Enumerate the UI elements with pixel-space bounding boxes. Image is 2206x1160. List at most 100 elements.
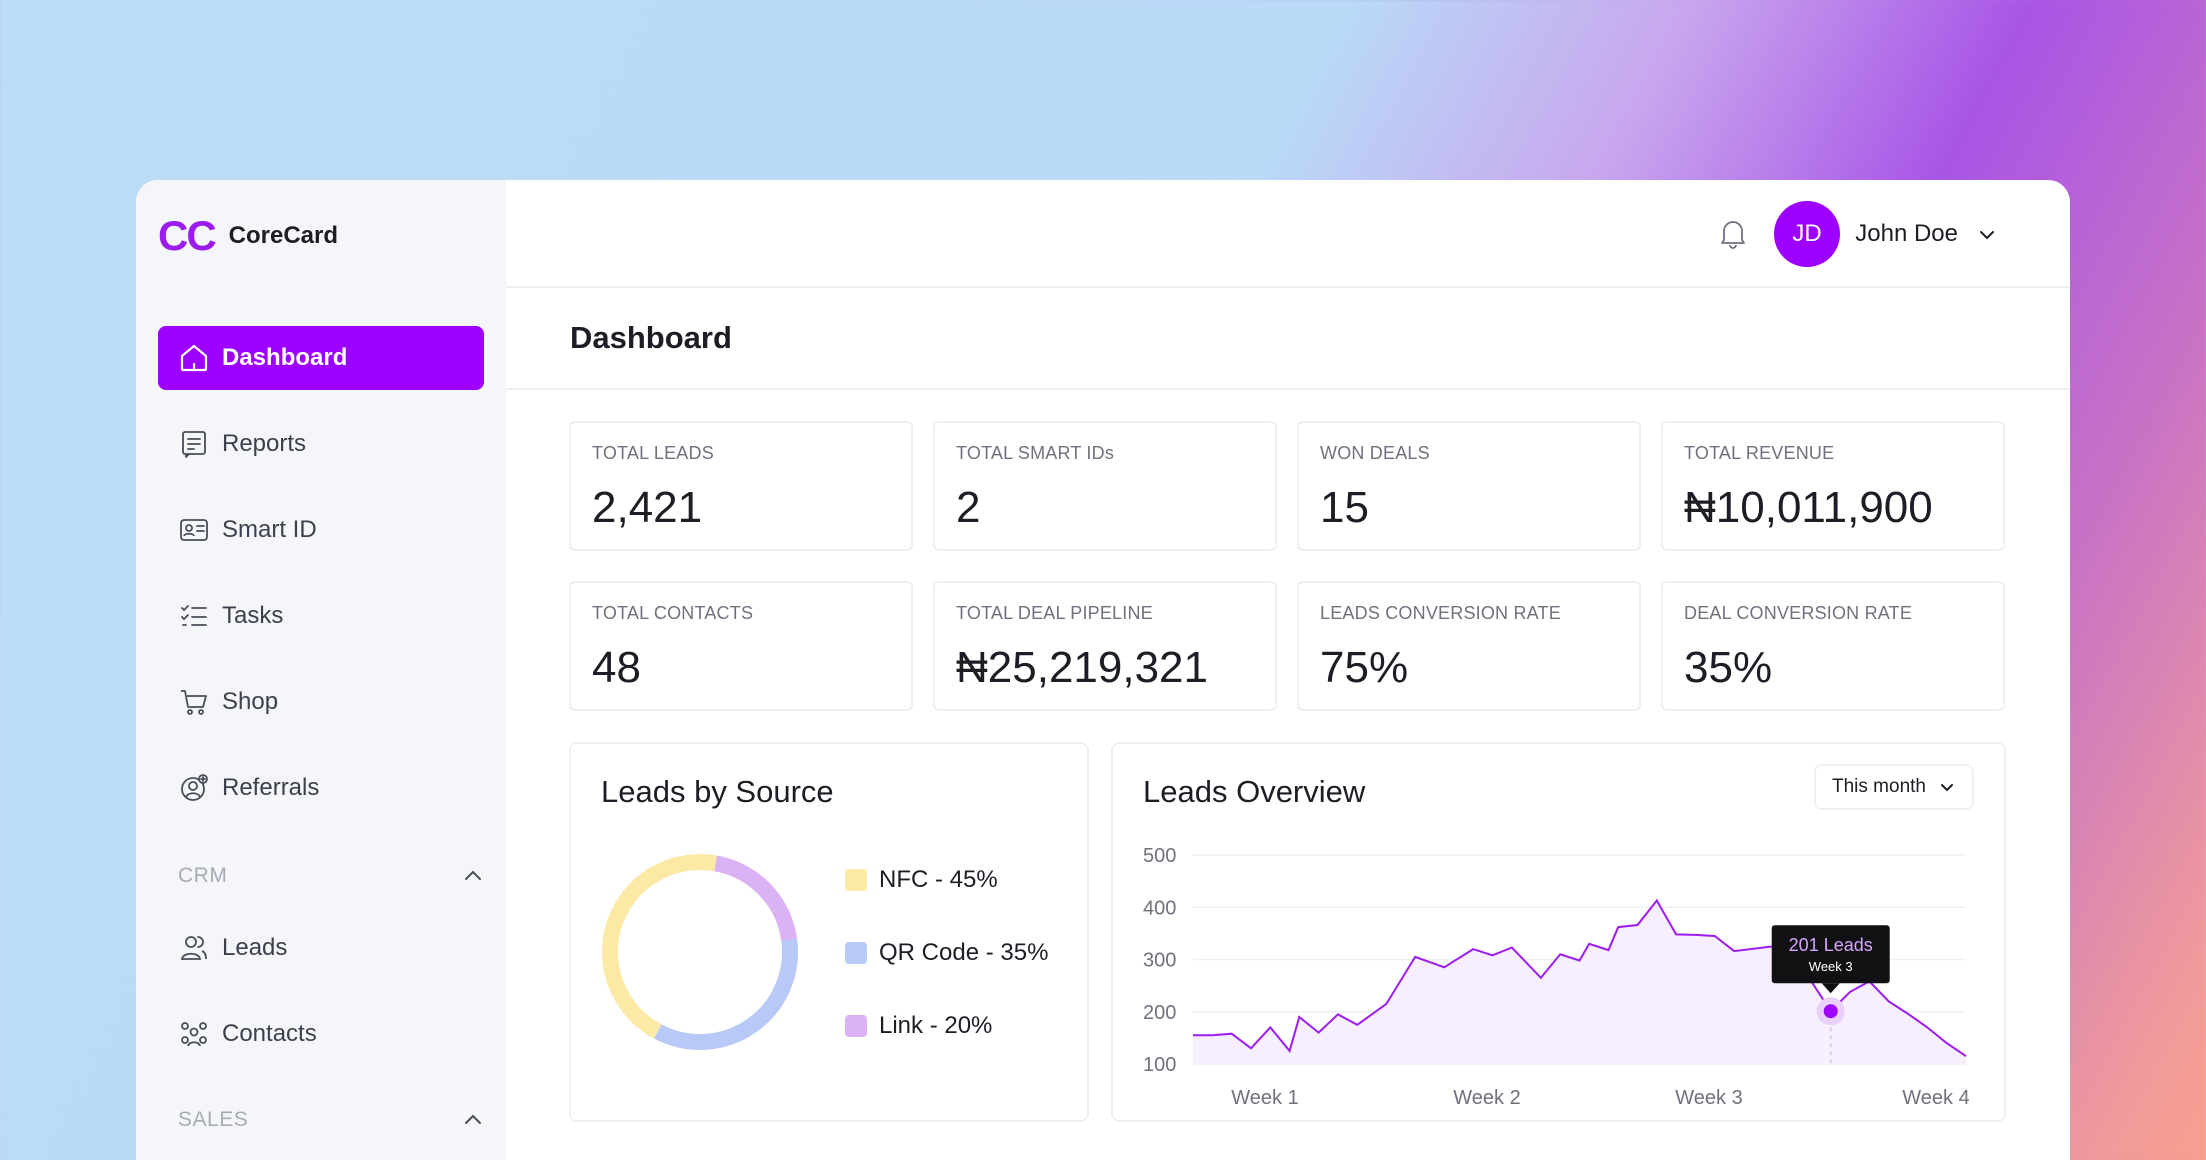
sidebar-item-label: Reports (222, 430, 307, 457)
x-tick-label: Week 2 (1453, 1087, 1520, 1109)
crm-section-label: CRM (178, 864, 228, 887)
stat-card: TOTAL SMART IDs 2 (933, 421, 1277, 551)
tooltip-arrow (1821, 983, 1840, 994)
contacts-icon (181, 1022, 207, 1047)
sidebar-item-contacts[interactable]: Contacts (158, 1002, 484, 1066)
stat-label: TOTAL REVENUE (1684, 443, 1835, 463)
sales-section-label: SALES (178, 1108, 249, 1131)
legend-label: QR Code - 35% (879, 939, 1049, 966)
y-tick-label: 100 (1143, 1054, 1176, 1076)
logo[interactable]: CC CoreCard (158, 212, 338, 260)
stat-value: 48 (592, 643, 641, 692)
stat-label: TOTAL LEADS (592, 443, 714, 463)
tooltip-title: 201 Leads (1789, 935, 1873, 955)
stat-value: 2,421 (592, 483, 703, 532)
stat-label: DEAL CONVERSION RATE (1684, 603, 1913, 623)
logo-mark: CC (158, 212, 217, 259)
sidebar-item-label: Dashboard (222, 344, 348, 371)
legend-item-qr: QR Code - 35% (845, 939, 1048, 967)
sidebar-item-smart-id[interactable]: Smart ID (158, 498, 484, 562)
stat-label: TOTAL SMART IDs (956, 443, 1115, 463)
legend-item-link: Link - 20% (845, 1012, 992, 1040)
stat-value: 2 (956, 483, 981, 532)
donut-slice-qr[interactable] (653, 938, 798, 1050)
app-name: CoreCard (228, 222, 339, 249)
stat-label: TOTAL CONTACTS (592, 603, 754, 623)
period-select-label: This month (1832, 776, 1926, 797)
referral-icon (181, 774, 208, 801)
sidebar-item-reports[interactable]: Reports (158, 412, 484, 476)
stat-label: WON DEALS (1320, 443, 1430, 463)
legend-label: NFC - 45% (879, 866, 998, 893)
y-tick-label: 300 (1143, 950, 1176, 972)
chevron-down-icon (1940, 784, 1953, 792)
users-icon (180, 936, 207, 960)
id-card-icon (180, 519, 208, 541)
series-line-leads (1193, 898, 1967, 1058)
stat-label: TOTAL DEAL PIPELINE (956, 603, 1153, 623)
stat-card: DEAL CONVERSION RATE 35% (1661, 581, 2005, 711)
stat-card: WON DEALS 15 (1297, 421, 1641, 551)
sidebar: CC CoreCard Dashboard Reports Smart ID T… (136, 180, 506, 1160)
stat-value: 35% (1684, 643, 1773, 692)
sidebar-item-label: Tasks (222, 602, 284, 629)
x-tick-label: Week 3 (1675, 1087, 1742, 1109)
leads-overview-card: Leads Overview This month 500 400 300 200 10… (1111, 742, 2006, 1122)
sidebar-item-shop[interactable]: Shop (158, 670, 484, 734)
user-name[interactable]: John Doe (1855, 220, 1958, 247)
checklist-icon (181, 605, 207, 626)
donut-slice-link[interactable] (714, 855, 798, 941)
stat-card: TOTAL DEAL PIPELINE ₦25,219,321 (933, 581, 1277, 711)
hover-point[interactable] (1823, 1004, 1838, 1019)
cart-icon (181, 690, 207, 715)
x-tick-label: Week 4 (1902, 1087, 1969, 1109)
stat-value: ₦10,011,900 (1684, 483, 1933, 532)
avatar[interactable]: JD (1774, 201, 1840, 267)
sales-section-header[interactable]: SALES (178, 1108, 484, 1132)
sidebar-item-label: Referrals (222, 774, 320, 801)
card-title: Leads by Source (601, 774, 834, 809)
stat-label: LEADS CONVERSION RATE (1320, 603, 1561, 623)
stat-value: ₦25,219,321 (956, 643, 1208, 692)
leads-line-chart: 500 400 300 200 100 Week 1 Week 2 Week 3 Week 4 2… (1143, 845, 1970, 1109)
page-header: Dashboard (506, 290, 2070, 390)
topbar: JD John Doe (506, 180, 2070, 288)
y-tick-label: 200 (1143, 1002, 1176, 1024)
card-title: Leads Overview (1143, 774, 1366, 809)
legend-swatch (845, 942, 867, 964)
stat-card: TOTAL LEADS 2,421 (569, 421, 913, 551)
period-select[interactable]: This month (1814, 764, 1974, 810)
bell-icon[interactable] (1716, 216, 1750, 250)
chevron-down-icon[interactable] (1976, 224, 1998, 246)
y-tick-label: 400 (1143, 897, 1176, 919)
legend-label: Link - 20% (879, 1012, 993, 1039)
sidebar-item-referrals[interactable]: Referrals (158, 756, 484, 820)
stat-card: TOTAL REVENUE ₦10,011,900 (1661, 421, 2005, 551)
leads-by-source-card: Leads by Source NFC - 45% QR Code - 35% … (569, 742, 1089, 1122)
chevron-up-icon (465, 1114, 481, 1124)
y-tick-label: 500 (1143, 845, 1176, 867)
sidebar-item-label: Shop (222, 688, 279, 715)
legend-swatch (845, 1015, 867, 1037)
chevron-up-icon (465, 870, 481, 880)
legend-swatch (845, 869, 867, 891)
crm-section-header[interactable]: CRM (178, 864, 484, 888)
sidebar-item-label: Leads (222, 934, 288, 961)
stat-card: LEADS CONVERSION RATE 75% (1297, 581, 1641, 711)
stat-card: TOTAL CONTACTS 48 (569, 581, 913, 711)
page-title: Dashboard (570, 320, 732, 355)
sidebar-item-label: Contacts (222, 1020, 317, 1047)
donut-chart (602, 854, 798, 1050)
tooltip-subtitle: Week 3 (1809, 959, 1853, 974)
sidebar-item-leads[interactable]: Leads (158, 916, 484, 980)
sidebar-item-label: Smart ID (222, 516, 317, 543)
legend-item-nfc: NFC - 45% (845, 866, 998, 894)
area-fill (1193, 900, 1966, 1064)
x-tick-label: Week 1 (1231, 1087, 1298, 1109)
stat-value: 75% (1320, 643, 1409, 692)
sidebar-item-tasks[interactable]: Tasks (158, 584, 484, 648)
stat-value: 15 (1320, 483, 1369, 532)
donut-slice-nfc[interactable] (602, 854, 718, 1039)
tooltip (1771, 925, 1890, 984)
sidebar-item-dashboard[interactable]: Dashboard (158, 326, 484, 390)
